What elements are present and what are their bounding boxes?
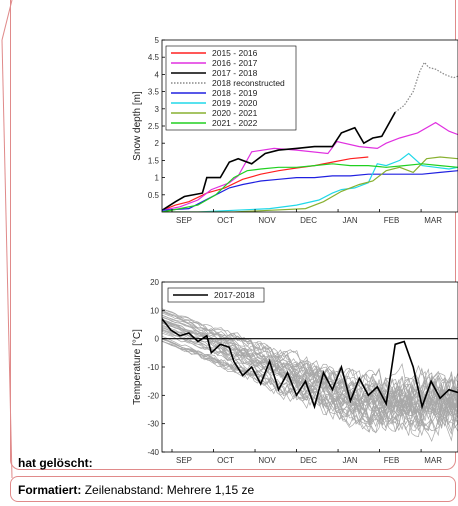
y-tick-label: 0.5 [148,191,160,200]
x-tick-label: DEC [300,216,317,225]
x-tick-label: JAN [342,216,357,225]
format-label: Formatiert: [18,483,82,497]
legend-label: 2017-2018 [214,290,255,300]
y-tick-label: 5 [155,36,160,45]
y-tick-label: 4 [155,70,160,79]
legend: 2017-2018 [167,287,265,303]
y-tick-label: 3.5 [148,88,160,97]
x-tick-label: JAN [342,456,357,465]
historical-temperature-line [162,319,458,414]
x-tick-label: FEB [384,216,400,225]
y-tick-label: 3 [155,105,160,114]
legend-label: 2019 - 2020 [212,98,258,108]
x-tick-label: MAR [424,456,442,465]
y-axis-title: Temperature [°C] [132,329,143,405]
series-line-6 [162,152,458,212]
series-line-1 [162,156,369,211]
format-comment: Formatiert: Zeilenabstand: Mehrere 1,15 … [18,483,254,497]
series-line-2 [162,121,458,211]
historical-temperature-line [162,311,458,409]
legend-label: 2018 reconstructed [212,78,285,88]
y-tick-label: 2 [155,139,160,148]
y-tick-label: -40 [147,448,159,457]
format-text: Zeilenabstand: Mehrere 1,15 ze [84,483,255,497]
historical-temperature-line [162,316,458,413]
y-tick-label: -20 [147,391,159,400]
y-tick-label: 4.5 [148,53,160,62]
y-tick-label: 1 [155,174,160,183]
series-line-3 [162,111,396,211]
legend-label: 2017 - 2018 [212,68,258,78]
historical-temperature-line [162,316,458,421]
comment-balloon [10,0,456,470]
x-tick-label: OCT [217,456,234,465]
x-tick-label: OCT [217,216,234,225]
x-tick-label: NOV [258,216,276,225]
y-tick-label: 0 [155,335,160,344]
x-tick-label: SEP [176,456,192,465]
series-line-4 [394,61,458,113]
x-tick-label: FEB [384,456,400,465]
plot-lines [162,61,458,212]
historical-temperature-line [162,338,458,442]
x-tick-label: SEP [176,216,192,225]
y-tick-label: 10 [150,306,159,315]
legend-box [167,287,265,303]
legend-label: 2021 - 2022 [212,118,258,128]
comment-leader-line [1,0,13,479]
y-tick-label: -10 [147,363,159,372]
chart-1: 0.5 1 1.5 2 2.5 3 3.5 4 4.5 5 SEP OCT NOV DEC JAN FEB MA… [132,36,458,225]
format-comment-balloon [10,476,456,502]
y-tick-label: 1.5 [148,156,160,165]
y-tick-label: -30 [147,420,159,429]
x-tick-label: DEC [300,456,317,465]
y-tick-label: 20 [150,278,159,287]
chart-2: -40 -30 -20 -10 0 10 20 SEP OCT NOV DEC JAN FEB MAR Te… [132,278,458,465]
legend-label: 2020 - 2021 [212,108,258,118]
historical-temperature-line [162,308,458,413]
legend-label: 2018 - 2019 [212,88,258,98]
y-tick-label: 2.5 [148,122,160,131]
series-line-1 [162,318,458,410]
legend-box [165,45,297,131]
x-tick-label: MAR [424,216,442,225]
legend-label: 2015 - 2016 [212,48,258,58]
deleted-label: hat gelöscht: [18,456,93,470]
plot-lines [162,308,458,443]
y-axis-title: Snow depth [m] [132,91,143,161]
x-tick-label: NOV [258,456,276,465]
historical-temperature-line [162,340,458,435]
series-line-8 [162,163,458,212]
legend-label: 2016 - 2017 [212,58,258,68]
